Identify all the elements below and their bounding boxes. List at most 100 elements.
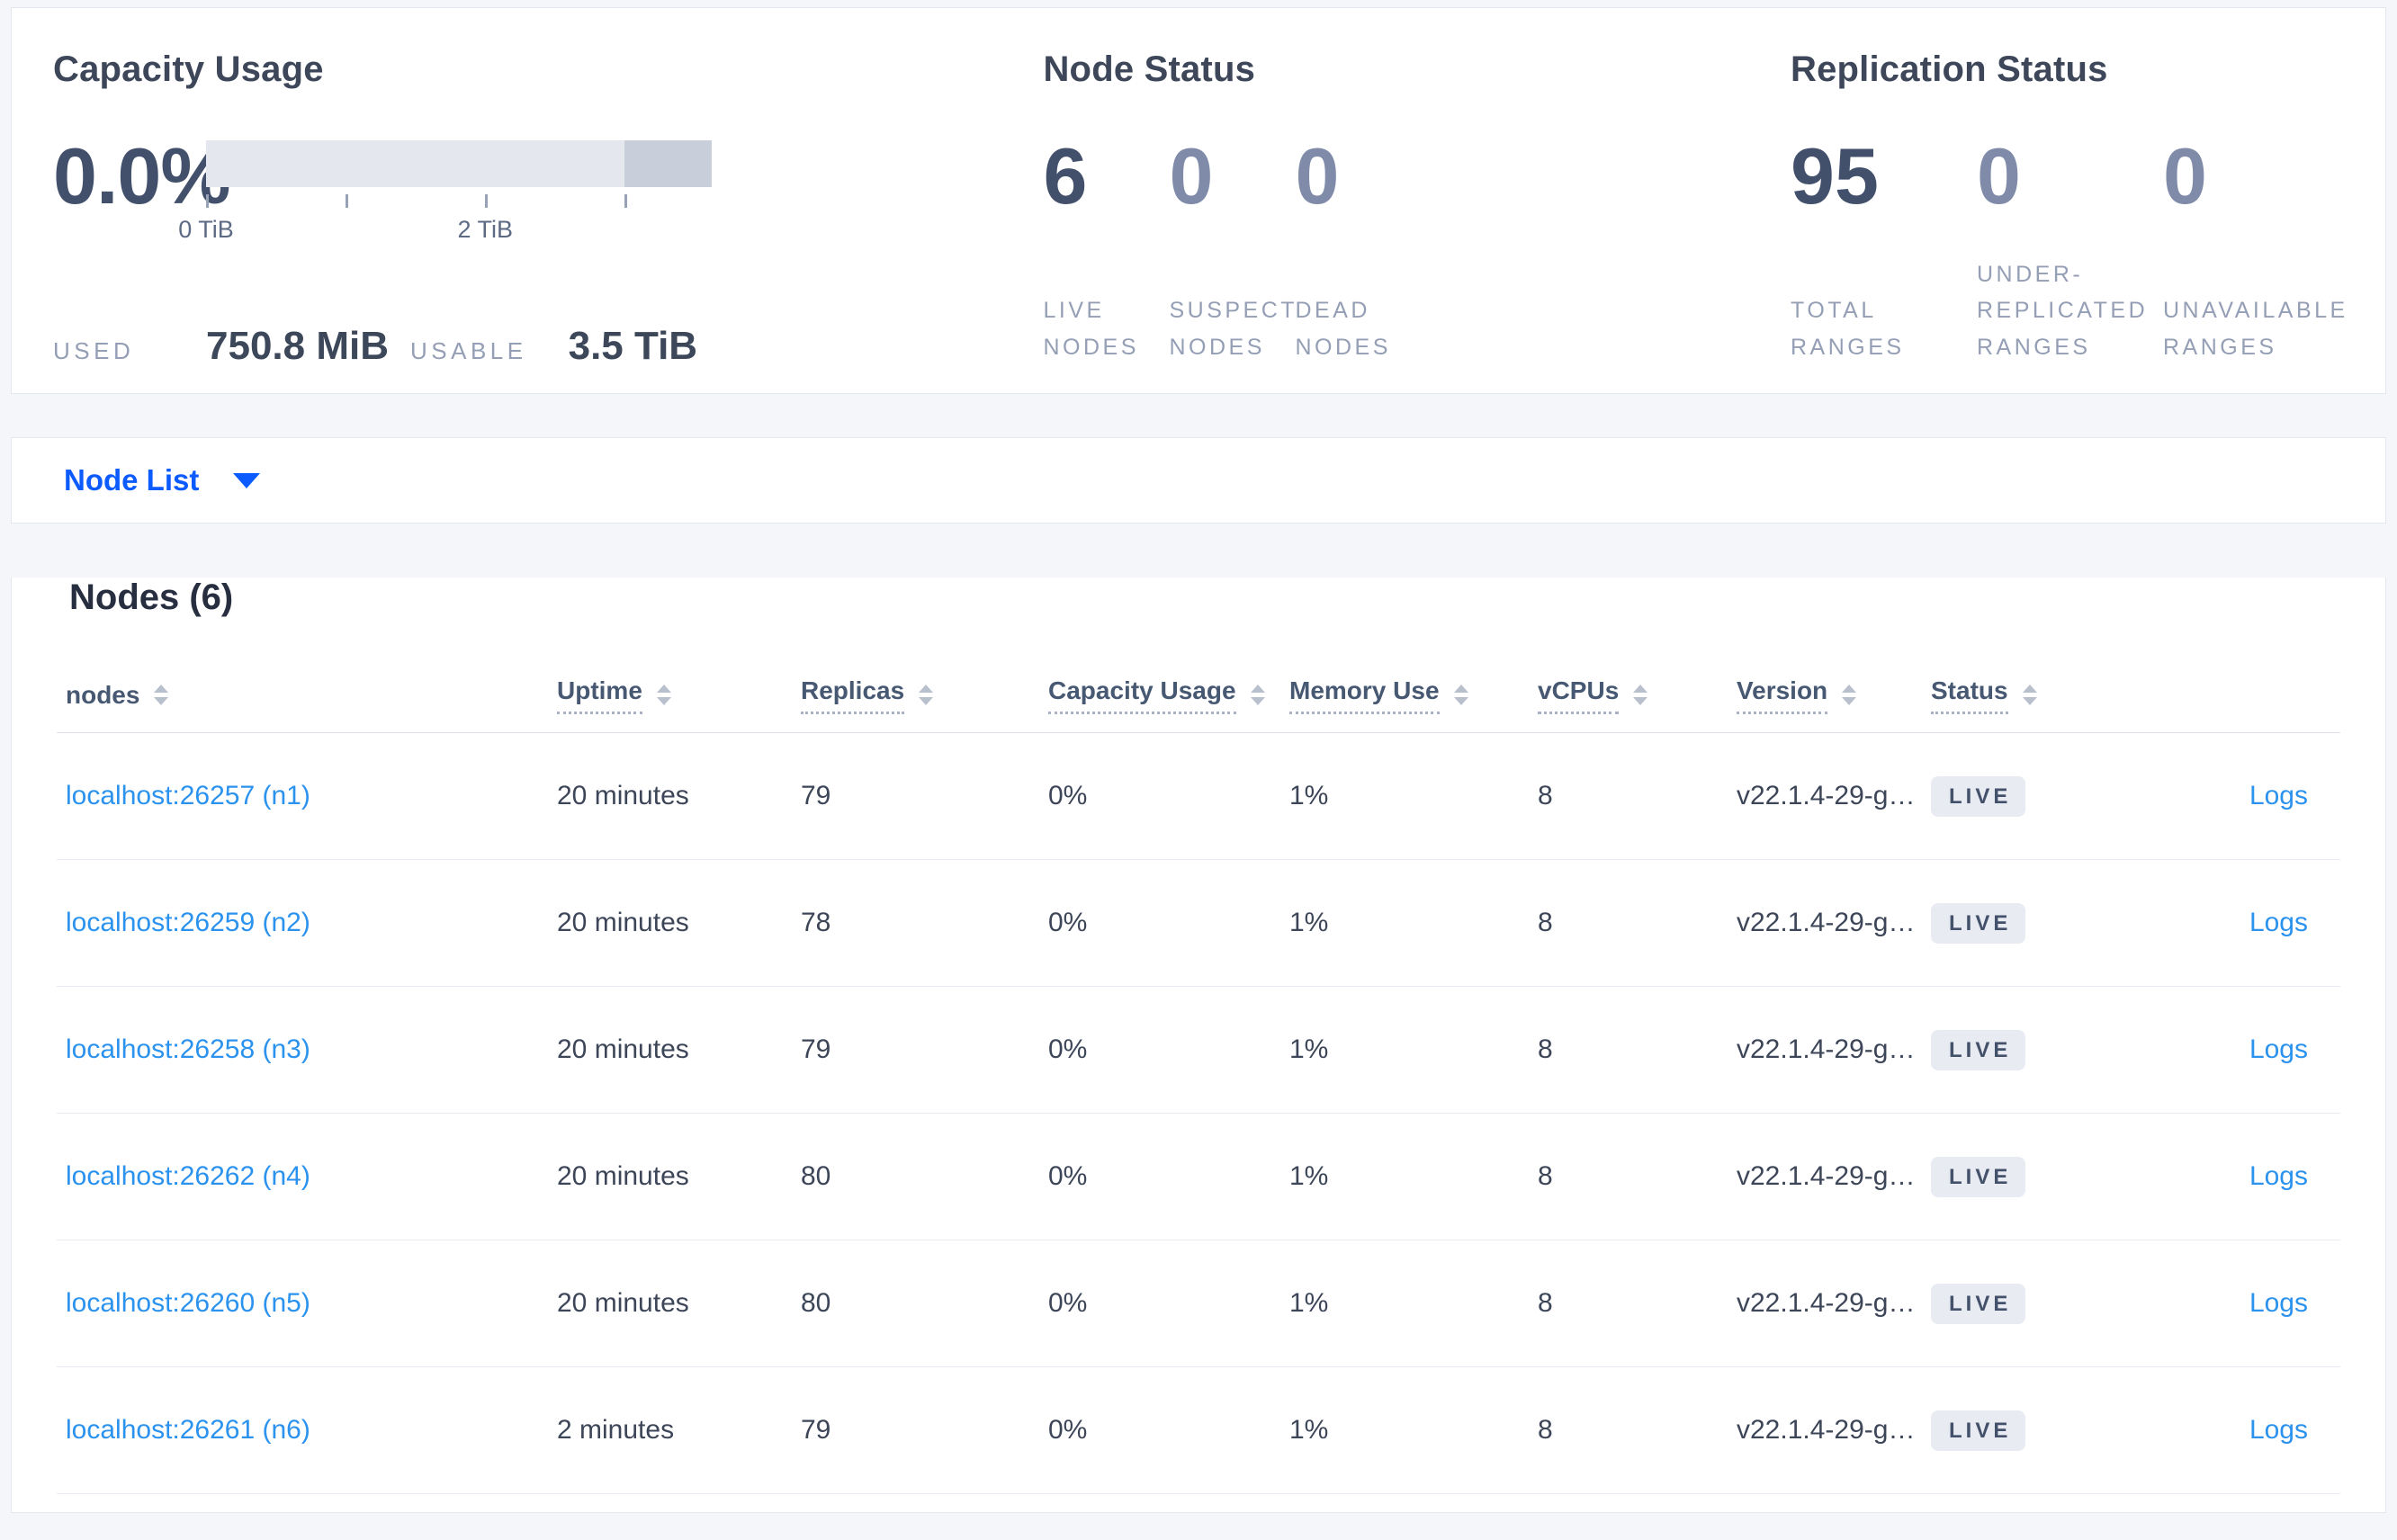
column-header-nodes[interactable]: nodes	[57, 681, 557, 710]
node-link[interactable]: localhost:26261 (n6)	[66, 1415, 310, 1445]
column-header-status[interactable]: Status	[1931, 676, 2140, 714]
vcpus-cell: 8	[1538, 1415, 1553, 1445]
uptime-cell: 20 minutes	[557, 1034, 689, 1064]
metric-label: SUSPECT NODES	[1169, 298, 1297, 360]
vcpus-cell: 8	[1538, 1161, 1553, 1191]
uptime-cell: 20 minutes	[557, 1288, 689, 1318]
view-selector-dropdown[interactable]: Node List	[11, 437, 2386, 524]
capacity-usable-value: 3.5 TiB	[568, 324, 698, 368]
nodes-table-body: localhost:26257 (n1) 20 minutes 79 0% 1%…	[57, 733, 2340, 1494]
replicas-cell: 80	[801, 1161, 831, 1191]
logs-link[interactable]: Logs	[2249, 1288, 2308, 1318]
uptime-cell: 20 minutes	[557, 908, 689, 937]
logs-link[interactable]: Logs	[2249, 1415, 2308, 1445]
node-link[interactable]: localhost:26260 (n5)	[66, 1288, 310, 1318]
view-selector-label[interactable]: Node List	[64, 463, 200, 497]
summary-metric: 0 UNAVAILABLE RANGES	[2163, 131, 2349, 365]
metric-value: 0	[2163, 131, 2207, 220]
sort-icon	[919, 685, 934, 705]
metric-label: TOTAL RANGES	[1791, 298, 1905, 360]
replication-status-metrics: 95 TOTAL RANGES 0 UNDER-REPLICATED RANGE…	[1791, 131, 2349, 365]
capacity-usage-cell: 0%	[1048, 1161, 1088, 1191]
capacity-bar-chart: 0 TiB 2 TiB	[178, 139, 712, 246]
replicas-cell: 79	[801, 1034, 831, 1064]
sort-icon	[656, 685, 671, 705]
logs-cell: Logs	[2140, 1288, 2340, 1319]
node-link[interactable]: localhost:26262 (n4)	[66, 1161, 310, 1191]
sort-icon	[1250, 685, 1265, 705]
node-link[interactable]: localhost:26258 (n3)	[66, 1034, 310, 1064]
sort-icon	[2022, 685, 2037, 705]
logs-link[interactable]: Logs	[2249, 1161, 2308, 1191]
logs-link[interactable]: Logs	[2249, 781, 2308, 810]
capacity-axis-label: 2 TiB	[457, 216, 513, 243]
sort-icon	[1842, 685, 1857, 705]
status-badge: LIVE	[1931, 1283, 2026, 1324]
node-cell: localhost:26262 (n4)	[57, 1161, 557, 1192]
node-cell: localhost:26260 (n5)	[57, 1288, 557, 1319]
memory-use-cell: 1%	[1289, 1288, 1329, 1318]
capacity-usage-title: Capacity Usage	[53, 49, 324, 89]
table-row: localhost:26259 (n2) 20 minutes 78 0% 1%…	[57, 860, 2340, 987]
summary-metric: 0 SUSPECT NODES	[1169, 137, 1297, 365]
replication-status-title: Replication Status	[1791, 49, 2108, 89]
logs-link[interactable]: Logs	[2249, 908, 2308, 937]
status-badge: LIVE	[1931, 1410, 2026, 1451]
summary-metric: 0 UNDER-REPLICATED RANGES	[1977, 137, 2163, 365]
chevron-down-icon	[233, 472, 261, 488]
cluster-summary-panel: Capacity Usage 0.0% 0 TiB 2 TiB	[11, 7, 2386, 394]
version-cell: v22.1.4-29-g…	[1737, 1161, 1916, 1191]
capacity-bar-other-segment	[624, 140, 712, 187]
capacity-usage-cell: 0%	[1048, 1034, 1088, 1064]
logs-cell: Logs	[2140, 781, 2340, 811]
nodes-table-header: nodes Uptime Replicas Capacity Usage Mem…	[57, 658, 2340, 733]
node-link[interactable]: localhost:26259 (n2)	[66, 908, 310, 937]
replicas-cell: 78	[801, 908, 831, 937]
column-header-memory-use[interactable]: Memory Use	[1289, 676, 1538, 714]
capacity-used-label: USED	[53, 337, 135, 364]
vcpus-cell: 8	[1538, 781, 1553, 810]
uptime-cell: 2 minutes	[557, 1415, 675, 1445]
node-cell: localhost:26261 (n6)	[57, 1415, 557, 1446]
memory-use-cell: 1%	[1289, 1161, 1329, 1191]
column-header-vcpus[interactable]: vCPUs	[1538, 676, 1737, 714]
logs-link[interactable]: Logs	[2249, 1034, 2308, 1064]
status-cell: LIVE	[1931, 775, 2140, 817]
metric-label: UNAVAILABLE RANGES	[2163, 298, 2348, 360]
uptime-cell: 20 minutes	[557, 781, 689, 810]
logs-cell: Logs	[2140, 1161, 2340, 1192]
status-cell: LIVE	[1931, 902, 2140, 944]
capacity-usage-cell: 0%	[1048, 908, 1088, 937]
nodes-table-title: Nodes (6)	[69, 578, 234, 617]
column-header-capacity-usage[interactable]: Capacity Usage	[1048, 676, 1289, 714]
status-badge: LIVE	[1931, 902, 2026, 944]
capacity-usage-cell: 0%	[1048, 1288, 1088, 1318]
status-cell: LIVE	[1931, 1283, 2140, 1324]
capacity-usage-cell: 0%	[1048, 1415, 1088, 1445]
vcpus-cell: 8	[1538, 908, 1553, 937]
node-cell: localhost:26259 (n2)	[57, 908, 557, 938]
replication-status-section: Replication Status 95 TOTAL RANGES 0 UND…	[1791, 33, 2349, 393]
status-badge: LIVE	[1931, 775, 2026, 817]
node-cell: localhost:26258 (n3)	[57, 1034, 557, 1065]
metric-label: DEAD NODES	[1295, 298, 1391, 360]
status-cell: LIVE	[1931, 1156, 2140, 1197]
column-header-version[interactable]: Version	[1737, 676, 1931, 714]
node-status-section: Node Status 6 LIVE NODES 0 SUSPECT NODES…	[1043, 33, 1791, 393]
node-status-title: Node Status	[1043, 49, 1256, 89]
metric-value: 6	[1043, 131, 1088, 220]
metric-value: 0	[1295, 131, 1340, 220]
capacity-axis-tick	[346, 194, 349, 208]
metric-label: UNDER-REPLICATED RANGES	[1977, 261, 2149, 360]
column-header-uptime[interactable]: Uptime	[557, 676, 801, 714]
memory-use-cell: 1%	[1289, 1034, 1329, 1064]
summary-metric: 95 TOTAL RANGES	[1791, 137, 1977, 365]
column-header-replicas[interactable]: Replicas	[801, 676, 1048, 714]
table-row: localhost:26258 (n3) 20 minutes 79 0% 1%…	[57, 987, 2340, 1114]
metric-label: LIVE NODES	[1043, 298, 1139, 360]
table-row: localhost:26261 (n6) 2 minutes 79 0% 1% …	[57, 1367, 2340, 1494]
capacity-bar	[206, 140, 712, 187]
node-link[interactable]: localhost:26257 (n1)	[66, 781, 310, 810]
capacity-axis-tick	[206, 194, 209, 208]
capacity-used-value: 750.8 MiB	[206, 324, 389, 368]
